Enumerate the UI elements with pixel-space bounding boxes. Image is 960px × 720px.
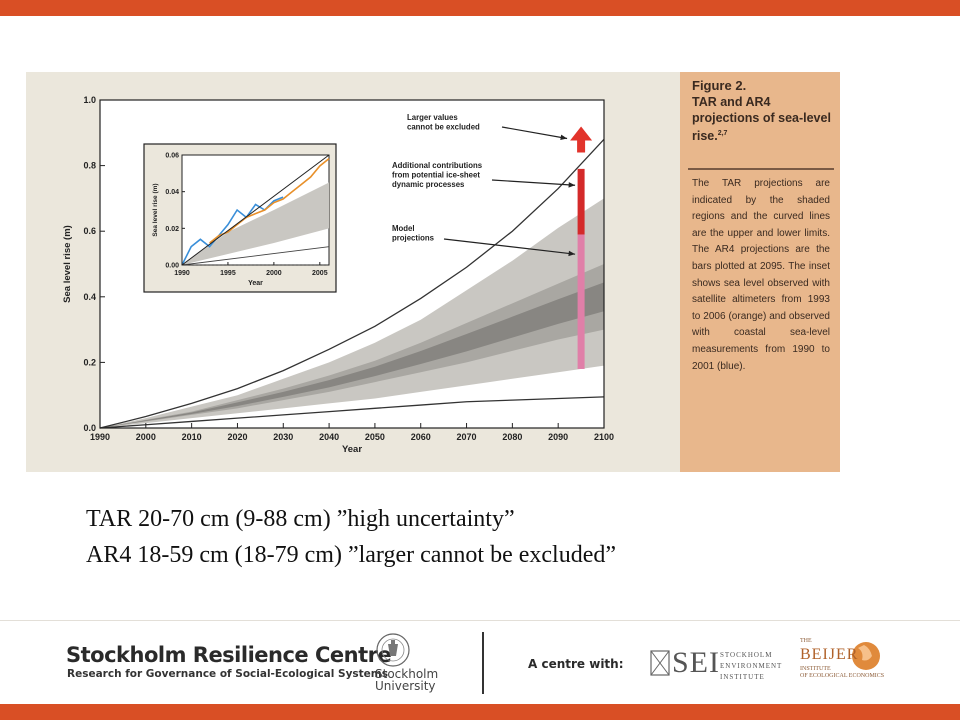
tar-summary-text: TAR 20-70 cm (9-88 cm) ”high uncertainty… [86, 506, 515, 532]
footer-divider [0, 620, 960, 621]
annotation-arrow-larger [501, 126, 568, 140]
sei-line2: ENVIRONMENT [720, 662, 783, 670]
inset-x-tick-label: 1995 [220, 270, 236, 277]
figure-caption-panel [680, 72, 840, 472]
y-tick-label: 1.0 [83, 95, 96, 105]
inset-trend-line [181, 154, 330, 266]
beijer-sub1: INSTITUTE [800, 666, 831, 672]
y-tick-label: 0.8 [83, 161, 96, 171]
x-tick-label: 2010 [182, 432, 202, 442]
figure-title-sup: 2,7 [717, 130, 728, 137]
inset-y-tick-label: 0.02 [165, 226, 179, 233]
x-tick-label: 2020 [227, 432, 247, 442]
bottom-accent-bar [0, 704, 960, 720]
annotation-text: dynamic processes [392, 180, 465, 189]
annotation-arrow-model-head [568, 250, 576, 257]
annotation-text: cannot be excluded [407, 123, 480, 132]
y-axis-label: Sea level rise (m) [62, 225, 73, 303]
sei-logo-abbr: SEI [672, 646, 720, 679]
stockholm-university-name: Stockholm University [375, 668, 438, 692]
x-tick-label: 2100 [594, 432, 614, 442]
annotation-text: Additional contributions [392, 161, 483, 170]
annotation-arrow-model [443, 238, 576, 255]
x-tick-label: 1990 [90, 432, 110, 442]
tar-middle-band [100, 264, 604, 428]
annotation-text: Model [392, 224, 415, 233]
y-tick-label: 0.4 [83, 292, 96, 302]
x-tick-label: 2080 [502, 432, 522, 442]
ar4-ice-sheet-bar [577, 168, 585, 235]
inset-x-axis-label: Year [248, 280, 263, 287]
annotation-text: Larger values [407, 113, 458, 122]
inset-lower-limit-line [181, 246, 330, 266]
beijer-the: THE [800, 638, 812, 644]
figure-divider [688, 168, 834, 170]
beijer-sub2: OF ECOLOGICAL ECONOMICS [800, 673, 885, 679]
footer-separator [482, 632, 484, 694]
x-tick-label: 2070 [457, 432, 477, 442]
beijer-subtitle: INSTITUTE OF ECOLOGICAL ECONOMICS [800, 666, 884, 680]
tar-outer-band [100, 198, 604, 428]
y-tick-label: 0.6 [83, 226, 96, 236]
sei-logo-mark [650, 650, 670, 676]
x-tick-label: 2040 [319, 432, 339, 442]
beijer-globe-icon [852, 642, 880, 670]
annotation-arrow-ice [491, 179, 576, 186]
ar4-model-bar [577, 234, 585, 369]
annotation-text: projections [392, 234, 435, 243]
larger-values-arrow [570, 126, 593, 153]
main-plot-frame [99, 99, 605, 429]
x-tick-label: 2030 [273, 432, 293, 442]
y-tick-label: 0.0 [83, 423, 96, 433]
inset-y-axis-label: Sea level rise (m) [152, 183, 159, 236]
x-tick-label: 2000 [136, 432, 156, 442]
figure-number: Figure 2. [692, 78, 747, 93]
inset-y-tick-label: 0.06 [165, 153, 179, 160]
y-tick-label: 0.2 [83, 357, 96, 367]
figure-heading: Figure 2. TAR and AR4 projections of sea… [692, 78, 834, 144]
sei-line1: STOCKHOLM [720, 651, 773, 659]
inset-x-tick-label: 2005 [312, 270, 328, 277]
inset-x-tick-label: 2000 [266, 270, 282, 277]
x-tick-label: 2090 [548, 432, 568, 442]
ar4-summary-text: AR4 18-59 cm (18-79 cm) ”larger cannot b… [86, 542, 617, 568]
x-tick-label: 2060 [411, 432, 431, 442]
stockholm-university-seal [376, 633, 410, 667]
inset-y-tick-label: 0.00 [165, 263, 179, 270]
figure-caption: The TAR projections are indicated by the… [692, 178, 830, 372]
sei-logo-name: STOCKHOLM ENVIRONMENT INSTITUTE [720, 650, 782, 683]
sei-line3: INSTITUTE [720, 673, 765, 681]
su-line2: University [375, 679, 436, 693]
inset-x-tick-label: 1990 [174, 270, 190, 277]
beijer-name: BEIJER [800, 646, 859, 663]
src-logo-title: Stockholm Resilience Centre [66, 643, 392, 667]
tar-lower-limit-line [99, 396, 605, 429]
inset-tar-band [182, 182, 329, 265]
x-tick-label: 2050 [365, 432, 385, 442]
figure-title: TAR and AR4 projections of sea-level ris… [692, 95, 831, 144]
tar-upper-limit-line [99, 138, 605, 429]
inset-satellite-series [209, 158, 330, 244]
annotation-arrow-larger-head [560, 134, 568, 141]
x-axis-label: Year [342, 444, 362, 455]
sea-level-chart: 1990 2000 2010 2020 2030 2040 2050 2060 2070 2080… [62, 95, 614, 455]
su-line1: Stockholm [375, 667, 439, 681]
annotation-text: from potential ice-sheet [392, 171, 480, 180]
centre-with-label: A centre with: [528, 657, 624, 671]
src-logo-subtitle: Research for Governance of Social-Ecolog… [67, 668, 388, 680]
inset-y-tick-label: 0.04 [165, 189, 179, 196]
annotation-arrow-ice-head [568, 182, 576, 188]
top-accent-bar [0, 0, 960, 16]
